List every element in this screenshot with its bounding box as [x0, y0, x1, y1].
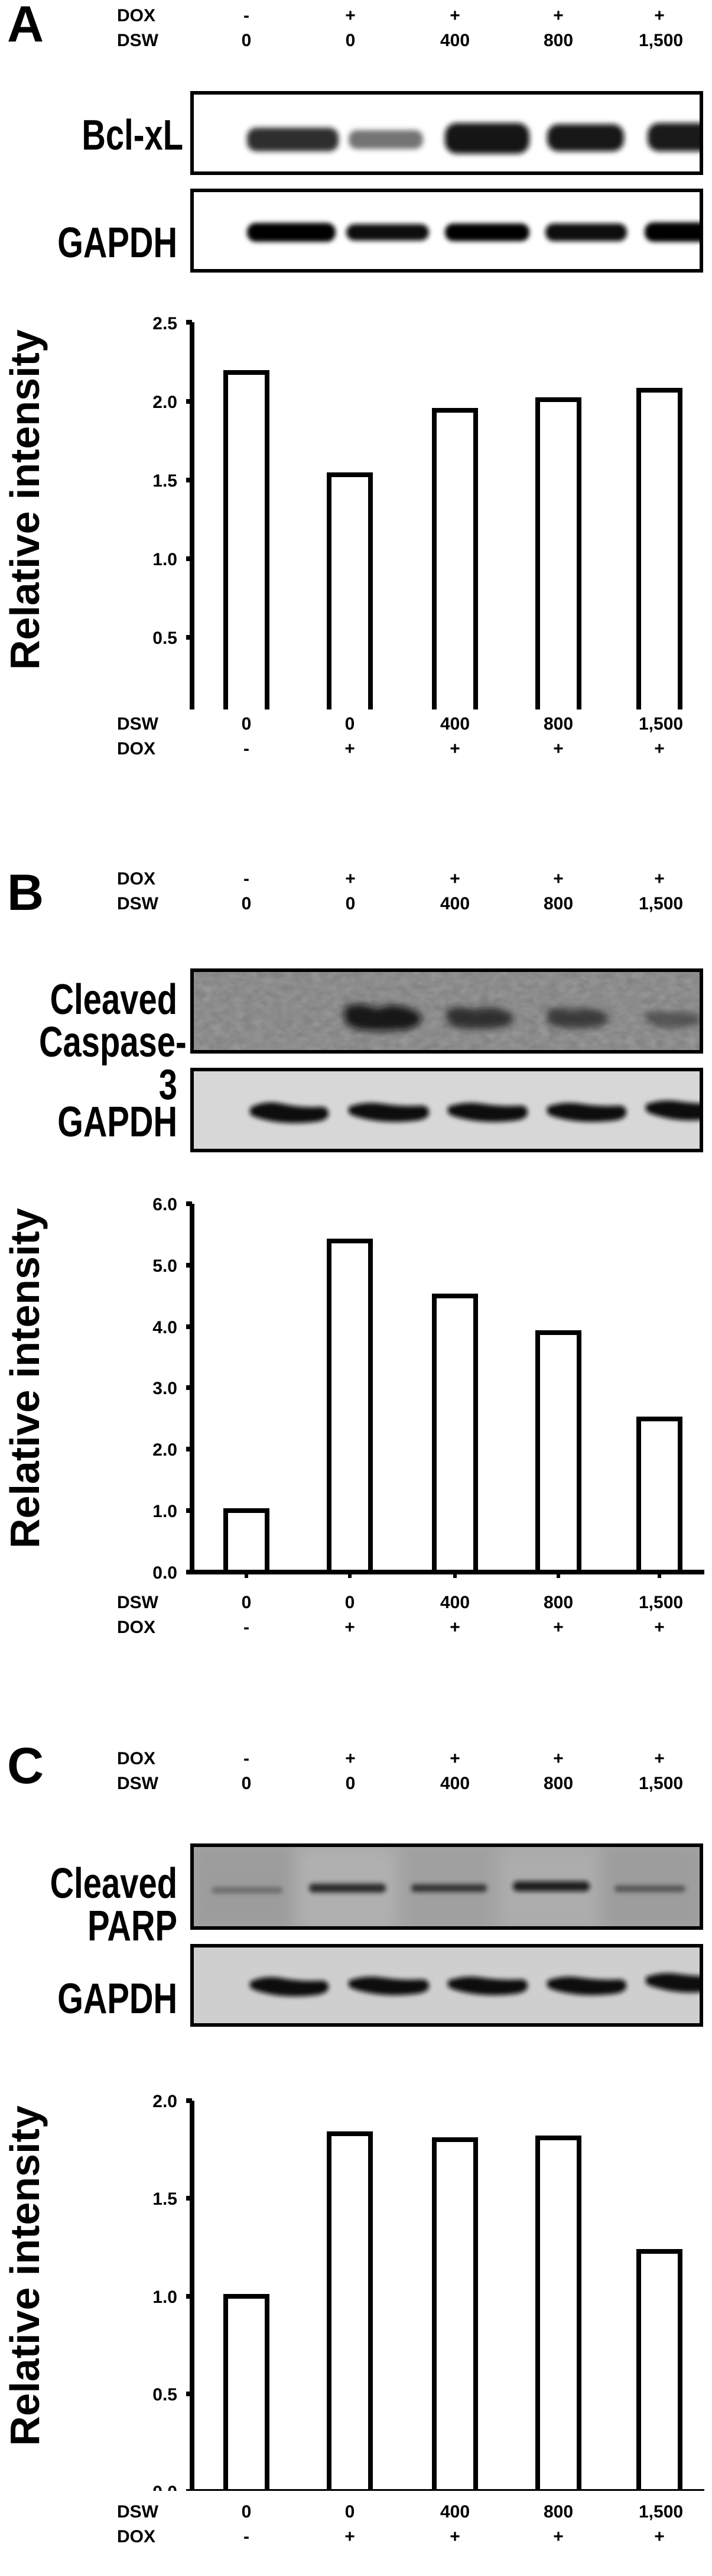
svg-text:1.5: 1.5: [152, 2189, 177, 2209]
svg-text:1.0: 1.0: [152, 1502, 177, 1521]
svg-text:2.5: 2.5: [152, 314, 177, 333]
svg-text:2.0: 2.0: [152, 1440, 177, 1460]
svg-text:0.5: 0.5: [152, 2385, 177, 2405]
svg-text:3.0: 3.0: [152, 1379, 177, 1398]
svg-text:2.0: 2.0: [152, 393, 177, 412]
svg-text:4.0: 4.0: [152, 1318, 177, 1337]
svg-text:1.0: 1.0: [152, 2287, 177, 2307]
svg-text:6.0: 6.0: [152, 1195, 177, 1214]
svg-text:2.0: 2.0: [152, 2092, 177, 2111]
svg-text:1.5: 1.5: [152, 471, 177, 491]
svg-text:0.0: 0.0: [152, 707, 177, 709]
svg-text:0.0: 0.0: [152, 1563, 177, 1583]
svg-text:5.0: 5.0: [152, 1256, 177, 1276]
svg-text:0.5: 0.5: [152, 628, 177, 648]
svg-text:1.0: 1.0: [152, 550, 177, 569]
svg-text:0.0: 0.0: [152, 2483, 177, 2491]
